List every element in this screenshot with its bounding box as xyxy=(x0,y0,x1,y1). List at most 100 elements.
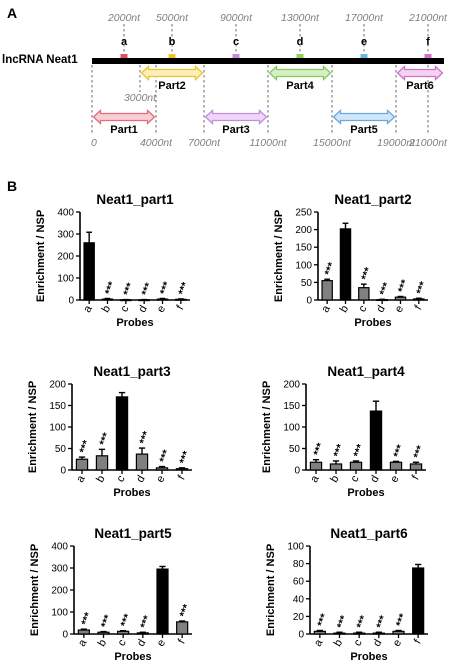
significance-label: *** xyxy=(355,613,371,630)
category-label-b: b xyxy=(332,638,345,649)
part-arrow-part1 xyxy=(92,109,156,125)
bar-f xyxy=(409,463,423,471)
y-tick-label: 400 xyxy=(57,208,74,219)
category-label-d: d xyxy=(136,304,149,315)
probe-marker-a xyxy=(120,54,128,58)
y-tick-label: 80 xyxy=(293,559,305,570)
category-label-c: c xyxy=(116,637,129,648)
bar-b xyxy=(339,228,352,301)
significance-label: *** xyxy=(394,612,410,629)
y-tick-label: 0 xyxy=(62,630,68,641)
bar-d xyxy=(135,453,149,471)
part-arrow-part2 xyxy=(140,65,204,81)
y-axis-label: Enrichment / NSP xyxy=(35,210,47,302)
chart-neat1_part2: Neat1_part2 Enrichment / NSP 0 50 100 150 200 2… xyxy=(273,192,430,329)
significance-label: *** xyxy=(359,265,375,282)
y-tick-label: 100 xyxy=(49,423,66,434)
part-label-part2: Part2 xyxy=(158,80,186,92)
y-tick-label: 200 xyxy=(57,252,74,263)
y-tick-label: 20 xyxy=(293,612,305,623)
y-tick-label: 150 xyxy=(49,401,66,412)
chart-neat1_part3: Neat1_part3 Enrichment / NSP 0 50 100 150 200 a… xyxy=(27,364,193,499)
coord-label: 0 xyxy=(91,137,97,149)
bar-a xyxy=(313,630,326,635)
y-tick-label: 0 xyxy=(68,296,74,307)
coord-label: 15000nt xyxy=(313,137,352,149)
probe-letter-d: d xyxy=(297,36,304,48)
y-tick-label: 300 xyxy=(51,564,68,575)
bar-b xyxy=(97,631,110,635)
significance-label: *** xyxy=(312,441,328,458)
y-axis-label: Enrichment / NSP xyxy=(273,210,285,302)
significance-label: *** xyxy=(138,429,154,446)
significance-label: *** xyxy=(103,280,119,297)
coord-label: 7000nt xyxy=(188,137,221,149)
bar-e xyxy=(392,630,405,635)
chart-title: Neat1_part6 xyxy=(330,526,408,541)
bar-b xyxy=(329,463,343,471)
chart-title: Neat1_part5 xyxy=(94,526,172,541)
chart-title: Neat1_part4 xyxy=(327,364,405,379)
bar-e xyxy=(389,461,403,471)
probe-letter-c: c xyxy=(233,36,239,48)
coord-label: 4000nt xyxy=(140,137,173,149)
panel-b-label: B xyxy=(7,178,17,194)
part-arrow-part4 xyxy=(268,65,332,81)
category-label-e: e xyxy=(155,638,168,649)
y-tick-label: 50 xyxy=(301,278,313,289)
part-arrow-part5 xyxy=(332,109,396,125)
bar-a xyxy=(75,458,89,471)
probe-marker-f xyxy=(424,54,432,58)
part-label-part5: Part5 xyxy=(350,124,378,136)
probe-letter-b: b xyxy=(169,36,176,48)
category-label-b: b xyxy=(94,474,107,485)
category-label-a: a xyxy=(308,473,322,485)
significance-label: *** xyxy=(412,443,428,460)
probe-letter-e: e xyxy=(361,36,367,48)
category-label-c: c xyxy=(118,303,131,314)
probe-marker-b xyxy=(168,54,176,58)
x-axis-label: Probes xyxy=(354,317,391,329)
bar-c xyxy=(358,287,370,301)
significance-label: *** xyxy=(176,280,192,297)
y-tick-label: 50 xyxy=(55,444,67,455)
significance-label: *** xyxy=(378,280,394,297)
bar-c xyxy=(353,632,366,635)
part-label-part3: Part3 xyxy=(222,124,250,136)
significance-label: *** xyxy=(414,279,430,296)
significance-label: *** xyxy=(78,438,94,455)
category-label-f: f xyxy=(412,637,424,646)
y-tick-label: 0 xyxy=(60,466,66,477)
chart-neat1_part4: Neat1_part4 Enrichment / NSP 0 50 100 150 200 a… xyxy=(261,364,427,499)
y-tick-label: 400 xyxy=(51,542,68,553)
bar-e xyxy=(155,467,169,471)
category-label-e: e xyxy=(391,638,404,649)
significance-label: *** xyxy=(323,260,339,277)
bar-c xyxy=(115,396,129,471)
transcript-bar xyxy=(92,58,444,64)
significance-label: *** xyxy=(121,281,137,298)
y-tick-label: 150 xyxy=(283,401,300,412)
category-label-e: e xyxy=(155,304,168,315)
probe-position-f: 21000nt xyxy=(408,12,448,24)
category-label-c: c xyxy=(348,473,361,484)
bar-c xyxy=(117,630,130,635)
y-tick-label: 200 xyxy=(51,586,68,597)
coord-label: 11000nt xyxy=(249,137,287,149)
significance-label: *** xyxy=(352,442,368,459)
x-axis-label: Probes xyxy=(113,487,150,499)
significance-label: *** xyxy=(79,610,95,627)
probe-position-d: 13000nt xyxy=(281,12,320,24)
category-label-d: d xyxy=(135,638,148,649)
category-label-f: f xyxy=(175,303,187,312)
significance-label: *** xyxy=(178,602,194,619)
bar-e xyxy=(394,296,407,301)
category-label-f: f xyxy=(176,637,188,646)
probe-marker-c xyxy=(232,54,240,58)
category-label-f: f xyxy=(413,303,425,312)
part-arrow-part3 xyxy=(204,109,268,125)
significance-label: *** xyxy=(99,613,115,630)
bar-f xyxy=(413,298,425,301)
significance-label: *** xyxy=(178,449,194,466)
